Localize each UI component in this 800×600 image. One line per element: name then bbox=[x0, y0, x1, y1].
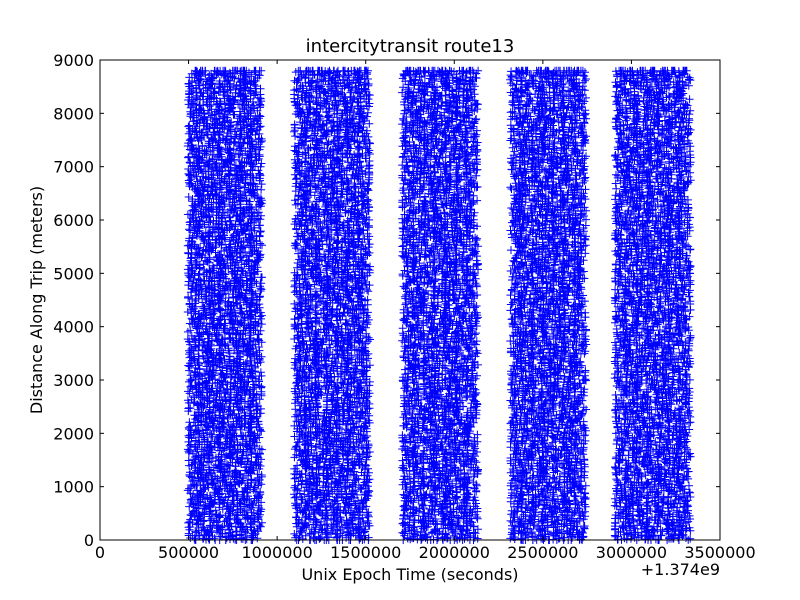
y-tick-label: 1000 bbox=[53, 478, 94, 497]
y-axis-label: Distance Along Trip (meters) bbox=[27, 186, 46, 414]
x-tick-label: 1000000 bbox=[242, 543, 313, 562]
scatter-marks bbox=[184, 67, 695, 544]
y-tick-label: 0 bbox=[84, 531, 94, 550]
x-tick-label: 1500000 bbox=[330, 543, 401, 562]
x-tick-label: 2500000 bbox=[507, 543, 578, 562]
x-axis-label: Unix Epoch Time (seconds) bbox=[301, 565, 518, 584]
x-tick-label: 0 bbox=[95, 543, 105, 562]
x-tick-label: 500000 bbox=[158, 543, 219, 562]
x-tick-label: 2000000 bbox=[419, 543, 490, 562]
scatter-points bbox=[184, 67, 695, 544]
y-tick-label: 6000 bbox=[53, 211, 94, 230]
y-tick-label: 2000 bbox=[53, 424, 94, 443]
y-tick-label: 5000 bbox=[53, 264, 94, 283]
y-tick-label: 4000 bbox=[53, 318, 94, 337]
y-tick-label: 9000 bbox=[53, 51, 94, 70]
x-axis-offset-label: +1.374e9 bbox=[641, 560, 720, 579]
y-tick-label: 3000 bbox=[53, 371, 94, 390]
y-tick-label: 7000 bbox=[53, 158, 94, 177]
chart-title: intercitytransit route13 bbox=[306, 36, 515, 57]
y-tick-label: 8000 bbox=[53, 104, 94, 123]
